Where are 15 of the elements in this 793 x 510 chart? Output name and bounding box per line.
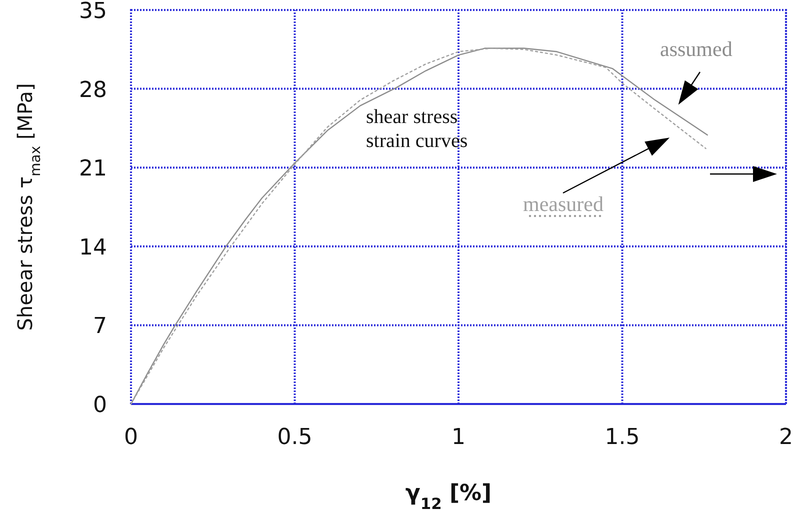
annotation: shear stress strain curves bbox=[366, 106, 468, 152]
x-tick-label: 0 bbox=[124, 425, 138, 450]
x-tick-label: 1 bbox=[452, 425, 466, 450]
y-tick-label: 7 bbox=[93, 314, 107, 340]
x-tick-label: 2 bbox=[779, 425, 793, 450]
x-axis-title: γ$_{12}$ [%] bbox=[405, 481, 492, 510]
y-tick-label: 21 bbox=[79, 156, 107, 182]
y-tick-label: 0 bbox=[93, 393, 107, 418]
text: measured bbox=[523, 192, 604, 216]
x-tick-label: 1.5 bbox=[604, 425, 640, 450]
y-tick-label: 14 bbox=[79, 235, 107, 260]
series-label: assumed bbox=[660, 37, 733, 61]
x-tick-label: 0.5 bbox=[277, 425, 312, 450]
y-tick-label: 35 bbox=[79, 0, 107, 24]
y-tick-label: 28 bbox=[79, 78, 107, 103]
